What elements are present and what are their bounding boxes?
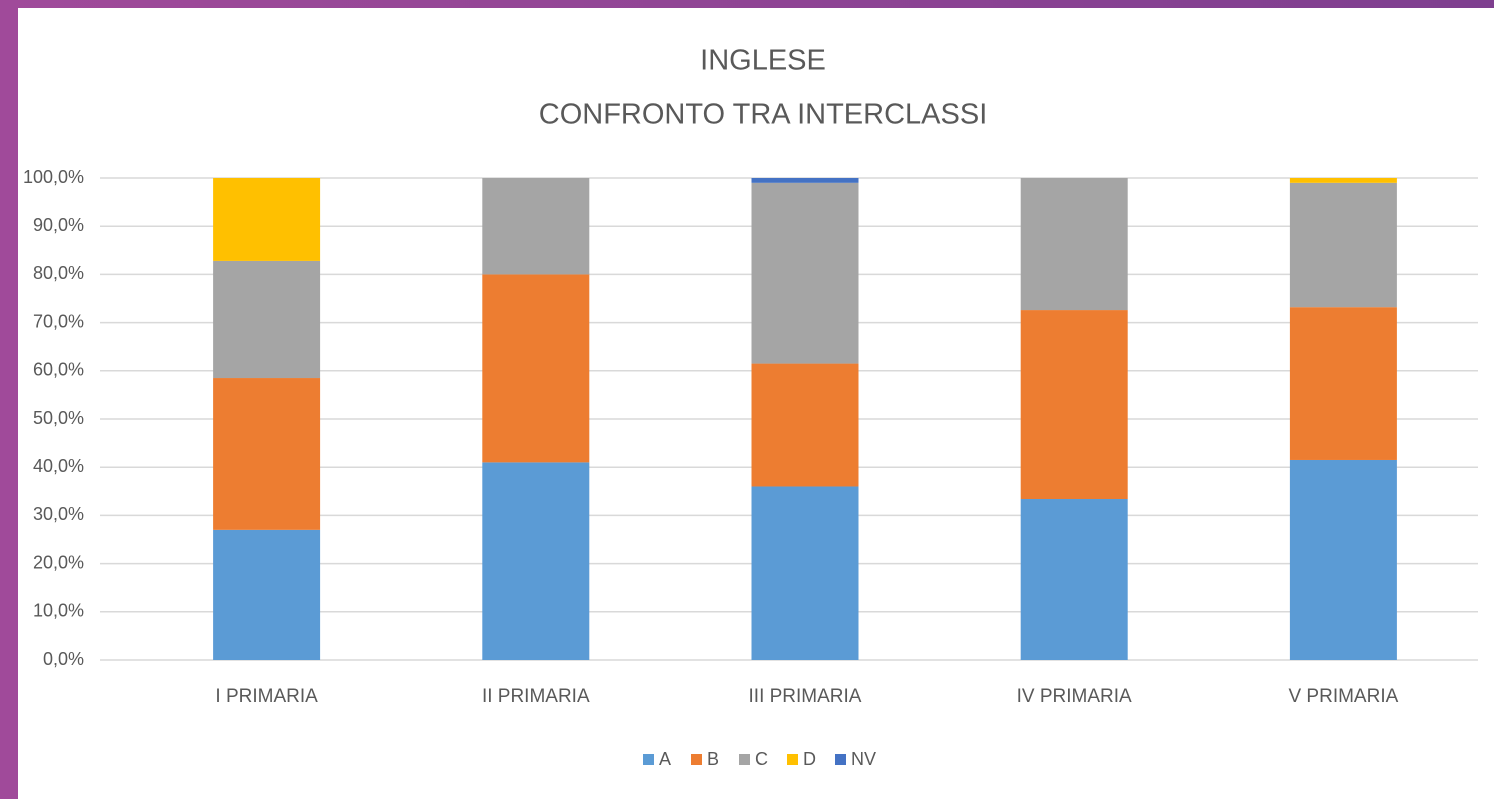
bar-segment	[1289, 459, 1397, 660]
bar-segment	[1020, 499, 1128, 660]
y-tick-label: 30,0%	[33, 504, 84, 524]
bar-segment	[1289, 182, 1397, 308]
bar-segment	[482, 274, 590, 463]
chart-subtitle: CONFRONTO TRA INTERCLASSI	[539, 99, 988, 131]
legend-label: B	[707, 749, 719, 769]
x-tick-label: V PRIMARIA	[1288, 686, 1398, 707]
legend-label: NV	[851, 749, 876, 769]
bar-segment	[482, 178, 590, 275]
y-tick-label: 80,0%	[33, 263, 84, 283]
legend-label: A	[659, 749, 671, 769]
bar-segment	[751, 486, 859, 660]
bar-segment	[1020, 310, 1128, 500]
chart-title: INGLESE	[700, 45, 826, 77]
bar-segment	[1289, 178, 1397, 183]
bar-segment	[213, 378, 321, 530]
legend-swatch	[691, 754, 702, 765]
legend-label: D	[803, 749, 816, 769]
x-tick-label: I PRIMARIA	[215, 686, 318, 707]
bar-segment	[482, 462, 590, 660]
legend-swatch	[739, 754, 750, 765]
y-tick-label: 90,0%	[33, 215, 84, 235]
x-tick-label: III PRIMARIA	[749, 686, 862, 707]
bar-segment	[1289, 307, 1397, 460]
y-tick-label: 60,0%	[33, 360, 84, 380]
legend-label: C	[755, 749, 768, 769]
bar-segment	[751, 182, 859, 364]
y-tick-label: 10,0%	[33, 601, 84, 621]
y-tick-label: 20,0%	[33, 552, 84, 572]
x-tick-label: IV PRIMARIA	[1017, 686, 1132, 707]
bar-segment	[751, 178, 859, 183]
y-tick-label: 70,0%	[33, 311, 84, 331]
legend-swatch	[643, 754, 654, 765]
y-tick-label: 0,0%	[43, 649, 84, 669]
legend-swatch	[835, 754, 846, 765]
bar-segment	[213, 178, 321, 261]
legend-swatch	[787, 754, 798, 765]
bar-segment	[751, 363, 859, 487]
y-tick-label: 50,0%	[33, 408, 84, 428]
y-tick-label: 100,0%	[23, 167, 84, 187]
bar-segment	[1020, 178, 1128, 311]
bar-segment	[213, 260, 321, 379]
bar-segment	[213, 529, 321, 660]
y-tick-label: 40,0%	[33, 456, 84, 476]
x-tick-label: II PRIMARIA	[482, 686, 590, 707]
